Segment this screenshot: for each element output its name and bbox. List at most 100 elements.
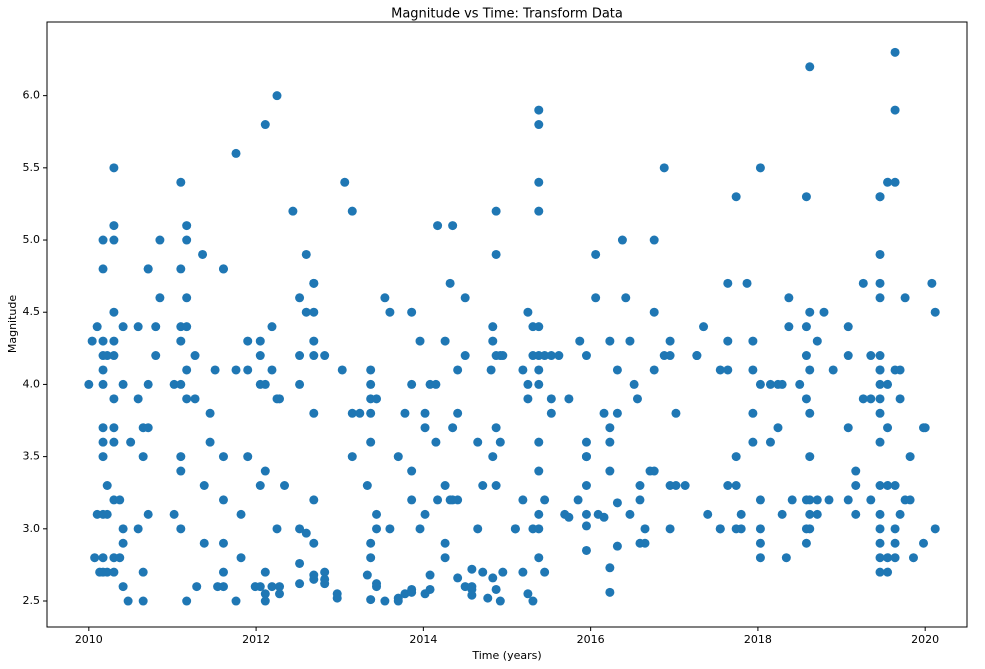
point <box>275 589 285 599</box>
point <box>546 394 556 404</box>
point <box>301 249 311 259</box>
point <box>805 452 815 462</box>
point <box>723 278 733 288</box>
point <box>176 379 186 389</box>
point <box>272 524 282 534</box>
point <box>415 336 425 346</box>
point <box>448 221 458 231</box>
point <box>895 394 905 404</box>
point <box>295 558 305 568</box>
point <box>190 351 200 361</box>
point <box>523 394 533 404</box>
point <box>534 120 544 130</box>
point <box>393 596 403 606</box>
point <box>784 322 794 332</box>
point <box>665 524 675 534</box>
point <box>518 567 528 577</box>
point <box>671 408 681 418</box>
point <box>875 278 885 288</box>
point <box>858 278 868 288</box>
point <box>581 351 591 361</box>
point <box>866 394 876 404</box>
point <box>812 509 822 519</box>
point <box>900 293 910 303</box>
point <box>575 336 585 346</box>
point <box>851 480 861 490</box>
point <box>805 408 815 418</box>
point <box>540 495 550 505</box>
point <box>385 524 395 534</box>
point <box>272 91 282 101</box>
point <box>486 365 496 375</box>
point <box>875 437 885 447</box>
point <box>491 423 501 433</box>
point <box>748 408 758 418</box>
point <box>625 509 635 519</box>
point <box>473 437 483 447</box>
point <box>635 495 645 505</box>
point <box>715 365 725 375</box>
point <box>581 437 591 447</box>
point <box>851 466 861 476</box>
point <box>649 235 659 245</box>
point <box>320 351 330 361</box>
point <box>169 509 179 519</box>
point <box>534 206 544 216</box>
point <box>176 264 186 274</box>
point <box>488 336 498 346</box>
point <box>883 423 893 433</box>
point <box>366 553 376 563</box>
point <box>431 379 441 389</box>
point <box>795 379 805 389</box>
point <box>591 293 601 303</box>
point <box>190 394 200 404</box>
point <box>890 480 900 490</box>
point <box>275 582 285 592</box>
point <box>534 105 544 115</box>
point <box>629 379 639 389</box>
point <box>143 509 153 519</box>
point <box>407 495 417 505</box>
x-tick-label: 2010 <box>75 633 103 646</box>
point <box>649 365 659 375</box>
point <box>123 596 133 606</box>
point <box>309 574 319 584</box>
point <box>801 351 811 361</box>
y-tick-label: 3.0 <box>23 522 41 535</box>
point <box>109 235 119 245</box>
point <box>109 394 119 404</box>
point <box>866 495 876 505</box>
point <box>309 495 319 505</box>
point <box>109 336 119 346</box>
point <box>182 322 192 332</box>
point <box>453 408 463 418</box>
point <box>453 365 463 375</box>
point <box>169 379 179 389</box>
point <box>115 495 125 505</box>
point <box>851 509 861 519</box>
point <box>554 351 564 361</box>
point <box>473 524 483 534</box>
point <box>801 538 811 548</box>
point <box>755 553 765 563</box>
point <box>736 524 746 534</box>
point <box>260 596 270 606</box>
point <box>495 596 505 606</box>
point <box>736 509 746 519</box>
point <box>205 408 215 418</box>
point <box>875 567 885 577</box>
point <box>723 365 733 375</box>
point <box>605 423 615 433</box>
point <box>98 452 108 462</box>
point <box>581 452 591 462</box>
point <box>875 538 885 548</box>
point <box>176 177 186 187</box>
point <box>640 524 650 534</box>
point <box>205 437 215 447</box>
point <box>875 553 885 563</box>
point <box>812 336 822 346</box>
point <box>260 567 270 577</box>
point <box>102 351 112 361</box>
